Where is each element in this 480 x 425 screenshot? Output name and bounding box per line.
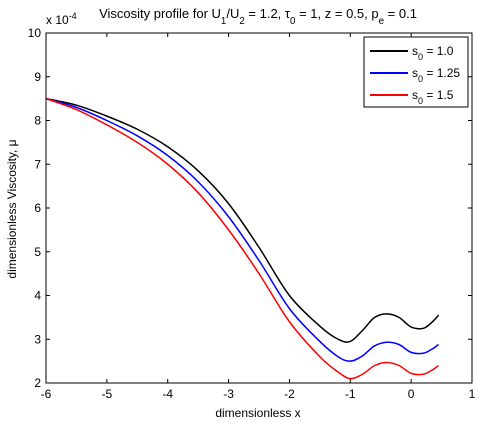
y-tick-label: 3 [34, 332, 41, 346]
y-tick-label: 10 [28, 26, 42, 40]
text-part: = 0.1 [384, 6, 417, 21]
y-axis-label: dimensionless Viscosity, μ [5, 139, 19, 278]
x-tick-label: 0 [408, 387, 415, 401]
subscript-text: 2 [239, 16, 244, 27]
legend-label: s0 = 1.0 [412, 44, 454, 62]
plot-frame [45, 32, 473, 384]
subscript-text: 1 [221, 16, 226, 27]
y-tick-label: 4 [34, 289, 41, 303]
legend-label: s0 = 1.25 [412, 66, 460, 84]
subscript-text: 0 [418, 74, 423, 84]
chart-title: Viscosity profile for U1/U2 = 1.2, τ0 = … [99, 6, 417, 27]
text-part: Viscosity profile for U [99, 6, 221, 21]
y-tick-label: 7 [34, 157, 41, 171]
subscript-text: 0 [418, 52, 423, 62]
series-line-3 [45, 97, 439, 380]
y-multiplier-base: x 10 [46, 13, 69, 27]
text-part: = 1.5 [423, 88, 454, 102]
subscript-text: e [379, 16, 384, 27]
text-part: s [412, 44, 418, 58]
x-tick-label: -1 [345, 387, 356, 401]
y-multiplier-exponent: -4 [69, 11, 77, 21]
y-tick-label: 5 [34, 245, 41, 259]
legend-label: s0 = 1.5 [412, 88, 454, 106]
x-tick-label: -3 [223, 387, 234, 401]
x-tick-label: -4 [162, 387, 173, 401]
y-tick-label: 2 [34, 376, 41, 390]
series-line-2 [45, 97, 439, 362]
text-part: = 1.25 [423, 66, 460, 80]
text-part: = 1, z = 0.5, p [295, 6, 378, 21]
x-tick-label: 1 [469, 387, 476, 401]
text-part: = 1.2, τ [245, 6, 291, 21]
x-tick-label: -5 [102, 387, 113, 401]
subscript-text: 0 [290, 16, 296, 27]
y-tick-label: 6 [34, 201, 41, 215]
text-part: s [412, 88, 418, 102]
text-part: = 1.0 [423, 44, 454, 58]
x-tick-label: -2 [284, 387, 295, 401]
text-part: /U [226, 6, 239, 21]
x-tick-label: -6 [41, 387, 52, 401]
y-tick-label: 9 [34, 70, 41, 84]
series-lines [45, 97, 440, 380]
y-axis-multiplier: x 10-4 [46, 11, 77, 27]
x-axis-label: dimensionless x [215, 406, 300, 420]
text-part: s [412, 66, 418, 80]
y-tick-label: 8 [34, 114, 41, 128]
axis-ticks: -6 -5 -4 -3 -2 -1 0 1 2 3 4 5 6 7 8 9 10 [28, 26, 476, 401]
series-line-1 [45, 97, 440, 343]
subscript-text: 0 [418, 96, 423, 106]
